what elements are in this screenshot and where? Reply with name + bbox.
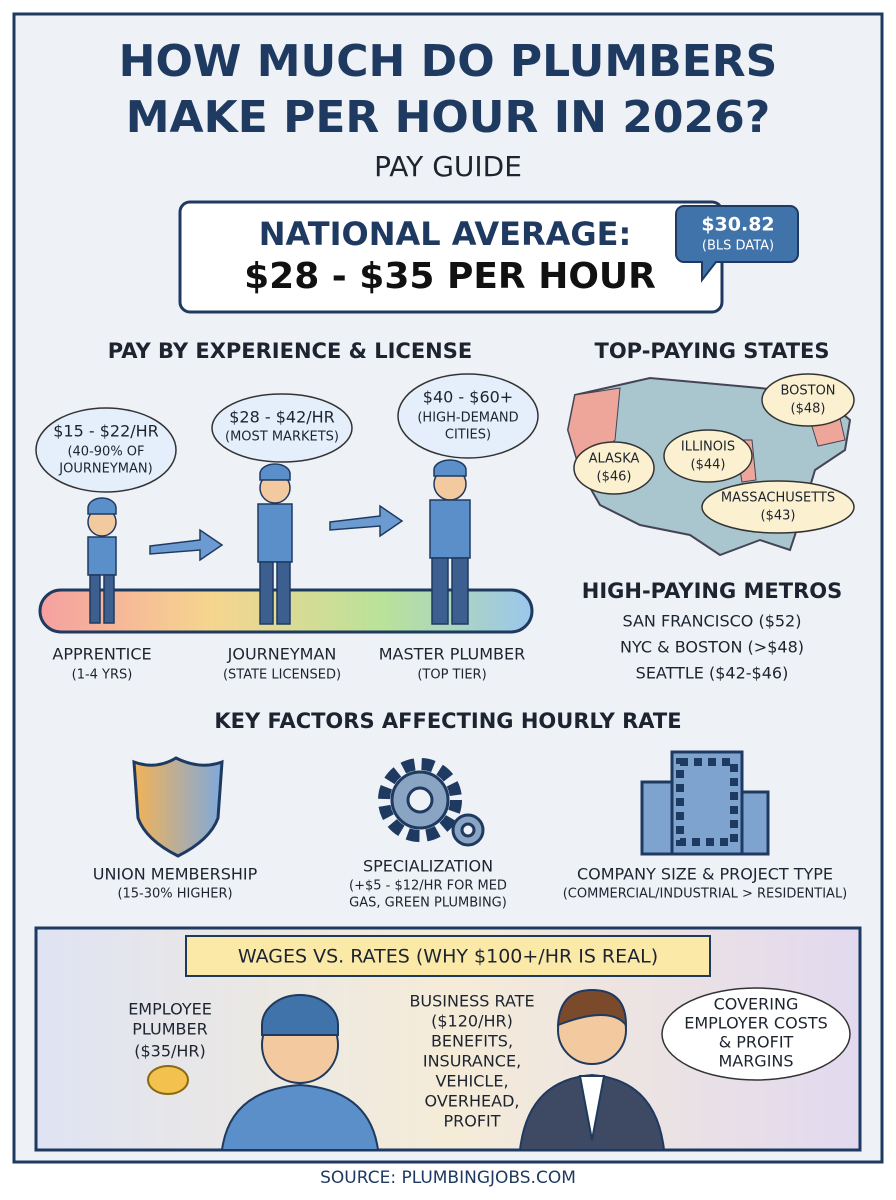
callout-text: ($48) [791, 402, 826, 417]
level-name: JOURNEYMAN [227, 645, 337, 664]
level-name: MASTER PLUMBER [379, 645, 525, 664]
factor-note: (COMMERCIAL/INDUSTRIAL > RESIDENTIAL) [563, 887, 848, 902]
callout-text: ILLINOIS [681, 440, 735, 455]
speech-bubble [211, 393, 353, 463]
callout [663, 429, 753, 483]
level-note: (1-4 YRS) [72, 668, 133, 683]
callout-text: ($46) [597, 470, 632, 485]
callout [701, 480, 855, 534]
coin-icon [147, 1065, 189, 1095]
callout [761, 373, 855, 427]
level-name: APPRENTICE [52, 645, 151, 664]
section-heading: TOP-PAYING STATES [595, 339, 830, 363]
subtitle: PAY GUIDE [374, 150, 522, 183]
employee-text: ($35/HR) [134, 1042, 206, 1061]
level-note: (STATE LICENSED) [223, 668, 341, 683]
bubble-text: (40-90% OF [67, 445, 144, 460]
building-icon [640, 750, 770, 856]
factor-note: (+$5 - $12/HR FOR MED [349, 879, 507, 894]
title-line: MAKE PER HOUR IN 2026? [126, 92, 770, 143]
factor-name: COMPANY SIZE & PROJECT TYPE [577, 865, 833, 884]
bubble-text: JOURNEYMAN) [58, 462, 152, 477]
business-text: ($120/HR) [431, 1012, 513, 1031]
callout [573, 441, 655, 495]
factor-note: GAS, GREEN PLUMBING) [349, 896, 507, 911]
title-line: HOW MUCH DO PLUMBERS [119, 36, 778, 87]
national-label: NATIONAL AVERAGE: [259, 215, 632, 253]
bubble-text: (HIGH-DEMAND [417, 411, 518, 426]
employee-text: EMPLOYEE [128, 1000, 212, 1019]
bubble-text: COVERING [714, 995, 799, 1014]
bubble-text: $15 - $22/HR [53, 422, 159, 441]
employee-figure [220, 994, 380, 1151]
bubble-text: (MOST MARKETS) [225, 430, 339, 445]
bubble-text: CITIES) [445, 428, 491, 443]
speech-bubble [661, 987, 851, 1081]
business-text: OVERHEAD, [425, 1092, 520, 1111]
metro: NYC & BOSTON (>$48) [620, 638, 804, 657]
factor-name: SPECIALIZATION [363, 857, 493, 876]
plumber-figures [87, 459, 471, 625]
section-heading: PAY BY EXPERIENCE & LICENSE [108, 339, 472, 363]
metros-heading: HIGH-PAYING METROS [582, 579, 842, 603]
business-figure [518, 988, 666, 1151]
bubble-text: EMPLOYER COSTS [684, 1014, 828, 1033]
business-text: INSURANCE, [423, 1052, 521, 1071]
employee-text: PLUMBER [132, 1020, 207, 1039]
section-heading: KEY FACTORS AFFECTING HOURLY RATE [214, 709, 681, 733]
badge-note: (BLS DATA) [702, 239, 774, 254]
national-range: $28 - $35 PER HOUR [244, 256, 656, 297]
metro: SAN FRANCISCO ($52) [623, 612, 802, 631]
wages-heading-box [185, 935, 711, 977]
bubble-text: $40 - $60+ [423, 388, 513, 407]
business-text: VEHICLE, [435, 1072, 508, 1091]
callout-text: ($43) [761, 509, 796, 524]
wages-heading: WAGES VS. RATES (WHY $100+/HR IS REAL) [238, 946, 658, 968]
factor-note: (15-30% HIGHER) [117, 887, 232, 902]
factor-name: UNION MEMBERSHIP [93, 865, 258, 884]
bubble-text: & PROFIT [719, 1033, 794, 1052]
bubble-text: $28 - $42/HR [229, 408, 335, 427]
callout-text: ($44) [691, 458, 726, 473]
callout-text: ALASKA [589, 452, 640, 467]
metro: SEATTLE ($42-$46) [636, 664, 789, 683]
business-text: BENEFITS, [431, 1032, 513, 1051]
business-text: BUSINESS RATE [409, 992, 534, 1011]
callout-text: MASSACHUSETTS [721, 491, 835, 506]
shield-icon [132, 756, 224, 858]
level-note: (TOP TIER) [417, 668, 486, 683]
gear-icon [378, 758, 485, 847]
speech-bubble [35, 407, 177, 493]
bubble-text: MARGINS [718, 1052, 793, 1071]
source: SOURCE: PLUMBINGJOBS.COM [320, 1168, 576, 1188]
callout-text: BOSTON [780, 384, 835, 399]
business-text: PROFIT [443, 1112, 500, 1131]
badge [675, 205, 799, 283]
speech-bubble [397, 373, 539, 459]
badge-value: $30.82 [701, 214, 774, 236]
